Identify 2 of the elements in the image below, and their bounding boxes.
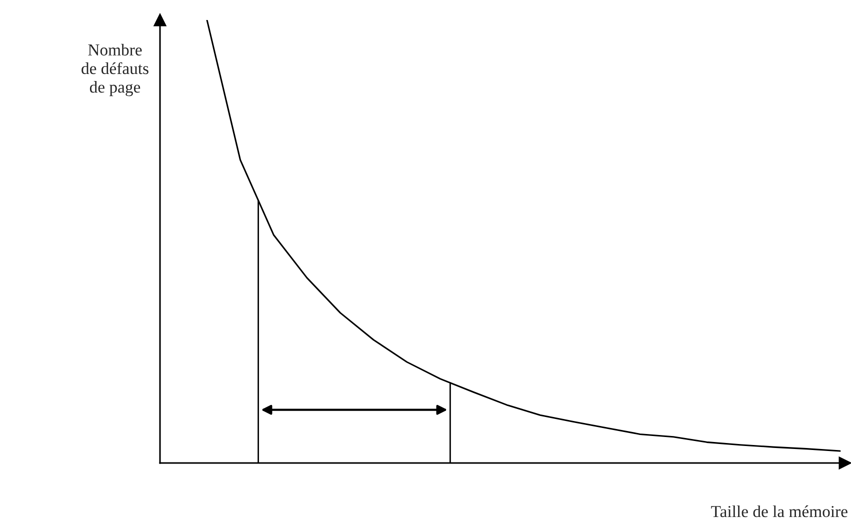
y-axis-title: Nombre de défauts de page (82, 44, 148, 96)
x-axis-title: Taille de la mémoire (711, 505, 848, 518)
